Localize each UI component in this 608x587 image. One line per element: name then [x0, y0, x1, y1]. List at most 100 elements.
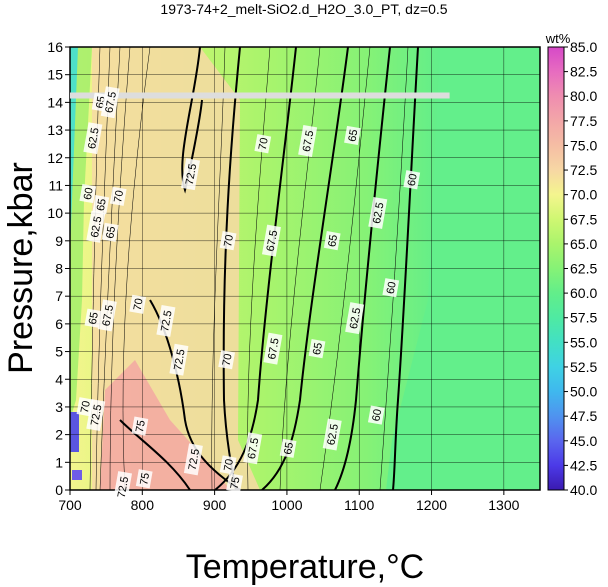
contour-label: 72.5: [86, 399, 106, 432]
contour-label: 72.5: [183, 443, 203, 476]
y-axis-title: Pressure,kbar: [2, 162, 40, 374]
contour-label: 67.5: [97, 299, 117, 332]
colorbar: wt% 85.0 82.5 80.0 77.5 75.0 72.5 70.0 67.5 65.0…: [545, 31, 598, 498]
y-tick-label: 5: [55, 344, 63, 360]
svg-text:65: 65: [95, 198, 109, 212]
y-tick-label: 10: [47, 205, 63, 221]
contour-line-75: [119, 419, 191, 490]
colorbar-label: wt%: [545, 31, 571, 46]
svg-text:60: 60: [385, 281, 399, 295]
svg-text:75: 75: [138, 472, 152, 486]
svg-text:65: 65: [346, 129, 360, 143]
svg-text:67.5: 67.5: [265, 229, 281, 252]
x-tick-label: 1100: [344, 497, 374, 513]
svg-text:70: 70: [132, 297, 146, 311]
y-tick-label: 13: [47, 122, 63, 138]
colorbar-tick-label: 77.5: [570, 113, 597, 129]
colorbar-tick-label: 85.0: [570, 39, 597, 55]
contour-label: 60: [382, 278, 400, 298]
colorbar-tick-label: 80.0: [570, 88, 597, 104]
colorbar-tick-label: 82.5: [570, 64, 597, 80]
svg-text:62.5: 62.5: [86, 127, 102, 150]
contour-label: 65: [323, 231, 341, 251]
contour-label: 70: [218, 350, 236, 370]
svg-text:72.5: 72.5: [89, 404, 105, 427]
heatmap-field-low-pocket-a: [70, 412, 79, 452]
x-tick-label: 700: [58, 497, 82, 513]
colorbar-tick-label: 72.5: [570, 162, 597, 178]
colorbar-tick-label: 70.0: [570, 187, 597, 203]
y-tick-label: 9: [55, 233, 63, 249]
colorbar-tick-label: 42.5: [570, 457, 597, 473]
y-tick-label: 3: [55, 399, 63, 415]
contour-label: 75: [135, 469, 153, 489]
contour-label: 65: [279, 438, 297, 458]
contour-lines: [89, 47, 419, 490]
contour-label: 62.5: [345, 302, 365, 335]
svg-text:70: 70: [222, 234, 236, 248]
x-tick-label: 1000: [271, 497, 302, 513]
x-axis-title: Temperature,°C: [186, 548, 424, 586]
x-tick-label: 1300: [488, 497, 519, 513]
colorbar-tick-label: 52.5: [570, 359, 597, 375]
svg-text:72.5: 72.5: [187, 448, 203, 471]
colorbar-tick-label: 60.0: [570, 285, 597, 301]
contour-label: 62.5: [368, 196, 388, 229]
contour-label: 70: [254, 134, 272, 154]
contour-label: 72.5: [113, 471, 133, 504]
svg-text:72.5: 72.5: [172, 348, 188, 371]
svg-text:70: 70: [222, 458, 236, 472]
svg-text:70: 70: [112, 189, 126, 203]
svg-text:65: 65: [311, 342, 325, 356]
svg-text:62.5: 62.5: [348, 307, 364, 330]
contour-label: 67.5: [243, 432, 263, 465]
heatmap-field-low-pocket-b: [72, 470, 82, 480]
svg-text:65: 65: [104, 225, 118, 239]
contour-label: 70: [109, 186, 127, 206]
contour-label: 72.5: [156, 304, 176, 337]
svg-text:75: 75: [229, 476, 243, 490]
contour-label: 75: [131, 416, 149, 436]
contour-label: 70: [219, 455, 237, 475]
svg-text:62.5: 62.5: [371, 202, 387, 225]
x-tick-label: 800: [131, 497, 155, 513]
svg-text:60: 60: [406, 173, 420, 187]
svg-text:70: 70: [221, 353, 235, 367]
y-tick-label: 16: [47, 39, 63, 55]
contour-label: 67.5: [298, 124, 318, 157]
svg-text:67.5: 67.5: [103, 91, 119, 114]
x-tick-label: 900: [203, 497, 227, 513]
contour-label: 60: [403, 170, 421, 190]
contour-label: 62.5: [83, 122, 103, 155]
contour-label: 75: [226, 473, 243, 493]
colorbar-bar: [547, 46, 565, 491]
svg-text:67.5: 67.5: [301, 130, 317, 153]
contour-label: 65: [101, 222, 119, 242]
y-tick-label: 1: [55, 454, 63, 470]
y-tick-label: 15: [47, 67, 63, 83]
contour-label: 67.5: [263, 332, 283, 365]
svg-text:62.5: 62.5: [325, 423, 341, 446]
contour-label: 62.5: [86, 210, 106, 243]
colorbar-tick-label: 47.5: [570, 408, 597, 424]
svg-text:72.5: 72.5: [159, 310, 175, 333]
colorbar-tick-label: 67.5: [570, 211, 597, 227]
chart-title: 1973-74+2_melt-SiO2.d_H2O_3.0_PT, dz=0.5: [160, 1, 447, 17]
contour-label: 67.5: [100, 86, 120, 119]
svg-text:60: 60: [82, 187, 96, 201]
contour-label: 60: [79, 183, 97, 204]
x-tick-label: 1200: [416, 497, 447, 513]
contour-label: 72.5: [180, 158, 200, 191]
colorbar-tick-label: 40.0: [570, 482, 597, 498]
svg-text:67.5: 67.5: [266, 337, 282, 360]
colorbar-tick-label: 65.0: [570, 236, 597, 252]
y-tick-label: 0: [55, 482, 63, 498]
y-tick-label: 8: [55, 261, 63, 277]
contour-label: 62.5: [322, 418, 342, 451]
svg-text:70: 70: [257, 137, 271, 151]
contour-label: 70: [76, 397, 94, 417]
contour-line-62-5: [334, 47, 391, 490]
svg-text:67.5: 67.5: [246, 437, 262, 460]
